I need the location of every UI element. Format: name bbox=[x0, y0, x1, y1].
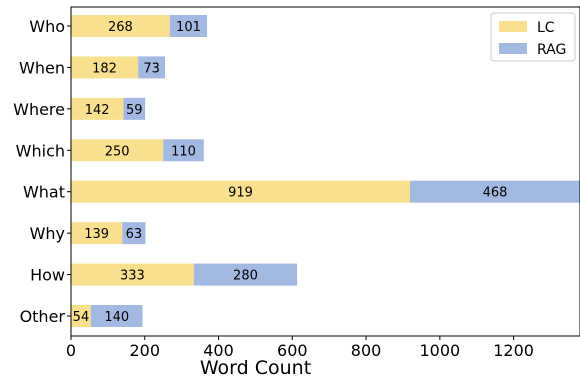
legend: LC RAG bbox=[490, 12, 576, 62]
category-label-where: Where bbox=[13, 100, 65, 119]
bar-labels-group: 268 101 182 73 142 59 250 110 919 468 139 63 333 280 5… bbox=[73, 20, 508, 325]
bar-lc-why bbox=[71, 222, 123, 245]
bar-label-rag-how: 280 bbox=[233, 269, 258, 284]
category-label-what: What bbox=[23, 183, 65, 202]
category-label-why: Why bbox=[30, 224, 65, 243]
plot-frame bbox=[70, 6, 580, 337]
x-tick-label: 1000 bbox=[419, 341, 460, 360]
bar-label-rag-who: 101 bbox=[176, 20, 201, 35]
bar-label-rag-when: 73 bbox=[143, 61, 160, 76]
bar-label-lc-which: 250 bbox=[105, 144, 130, 159]
x-tick-label: 800 bbox=[351, 341, 382, 360]
bar-rag-where bbox=[123, 97, 146, 120]
bar-rag-other bbox=[90, 305, 143, 327]
x-tick-label: 600 bbox=[277, 341, 308, 360]
bar-lc-other bbox=[71, 305, 91, 327]
category-label-who: Who bbox=[29, 17, 65, 36]
legend-swatch-rag bbox=[499, 43, 527, 54]
x-tick-label: 1200 bbox=[493, 341, 534, 360]
category-label-other: Other bbox=[20, 307, 66, 326]
bar-lc-when bbox=[71, 56, 139, 79]
bar-label-lc-other: 54 bbox=[73, 310, 90, 325]
bar-label-rag-which: 110 bbox=[171, 144, 196, 159]
bars-group bbox=[71, 15, 580, 327]
bar-label-rag-where: 59 bbox=[126, 103, 143, 118]
bar-lc-where bbox=[71, 97, 124, 120]
bar-rag-which bbox=[163, 139, 204, 162]
x-axis-title: Word Count bbox=[200, 357, 311, 379]
bar-label-rag-other: 140 bbox=[104, 310, 129, 325]
bar-lc-what bbox=[71, 180, 410, 203]
bar-rag-who bbox=[169, 15, 208, 37]
category-label-when: When bbox=[19, 58, 65, 77]
category-labels-group: Who When Where Which What Why How Other bbox=[13, 17, 71, 326]
bar-label-lc-what: 919 bbox=[228, 186, 253, 201]
legend-swatch-lc bbox=[499, 21, 527, 32]
x-ticks-group: 0 200 400 600 800 1000 1200 bbox=[66, 336, 534, 360]
x-tick-label: 400 bbox=[203, 341, 234, 360]
bar-rag-when bbox=[138, 56, 166, 79]
bar-rag-what bbox=[409, 180, 580, 203]
bar-label-lc-how: 333 bbox=[120, 269, 145, 284]
legend-label-lc: LC bbox=[537, 20, 555, 36]
legend-label-rag: RAG bbox=[537, 42, 566, 58]
bar-label-lc-who: 268 bbox=[108, 20, 133, 35]
bar-label-lc-when: 182 bbox=[92, 61, 117, 76]
bar-lc-how bbox=[71, 263, 194, 286]
bar-lc-who bbox=[71, 15, 170, 37]
category-label-how: How bbox=[30, 266, 65, 285]
bar-label-lc-why: 139 bbox=[84, 227, 109, 242]
bar-rag-why bbox=[122, 222, 146, 245]
x-tick-label: 0 bbox=[66, 341, 76, 360]
bar-rag-how bbox=[193, 263, 298, 286]
bar-lc-which bbox=[71, 139, 164, 162]
x-tick-label: 200 bbox=[129, 341, 160, 360]
bar-label-lc-where: 142 bbox=[85, 103, 110, 118]
bar-label-rag-what: 468 bbox=[483, 186, 508, 201]
bar-label-rag-why: 63 bbox=[126, 227, 143, 242]
category-label-which: Which bbox=[16, 141, 65, 160]
